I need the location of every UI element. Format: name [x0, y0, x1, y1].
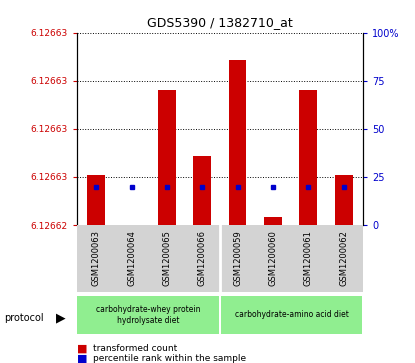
Text: GSM1200066: GSM1200066 — [198, 230, 207, 286]
Text: protocol: protocol — [4, 313, 44, 323]
Text: transformed count: transformed count — [93, 344, 178, 353]
Bar — [335, 175, 352, 225]
Bar — [264, 217, 282, 225]
Bar — [78, 296, 219, 334]
Text: carbohydrate-amino acid diet: carbohydrate-amino acid diet — [234, 310, 349, 319]
Text: GSM1200062: GSM1200062 — [339, 230, 348, 286]
Text: GSM1200065: GSM1200065 — [162, 230, 171, 286]
Title: GDS5390 / 1382710_at: GDS5390 / 1382710_at — [147, 16, 293, 29]
Text: GSM1200064: GSM1200064 — [127, 230, 136, 286]
Bar — [300, 90, 317, 225]
Text: carbohydrate-whey protein
hydrolysate diet: carbohydrate-whey protein hydrolysate di… — [96, 305, 200, 325]
Bar — [158, 90, 176, 225]
Text: ■: ■ — [77, 343, 87, 354]
Bar — [229, 60, 247, 225]
Text: percentile rank within the sample: percentile rank within the sample — [93, 354, 247, 363]
Text: GSM1200060: GSM1200060 — [269, 230, 278, 286]
Bar — [88, 175, 105, 225]
Text: ▶: ▶ — [56, 311, 66, 324]
Text: GSM1200059: GSM1200059 — [233, 230, 242, 286]
Bar — [221, 296, 362, 334]
Text: GSM1200061: GSM1200061 — [304, 230, 313, 286]
Text: ■: ■ — [77, 353, 87, 363]
Text: GSM1200063: GSM1200063 — [92, 230, 101, 286]
Bar — [193, 156, 211, 225]
